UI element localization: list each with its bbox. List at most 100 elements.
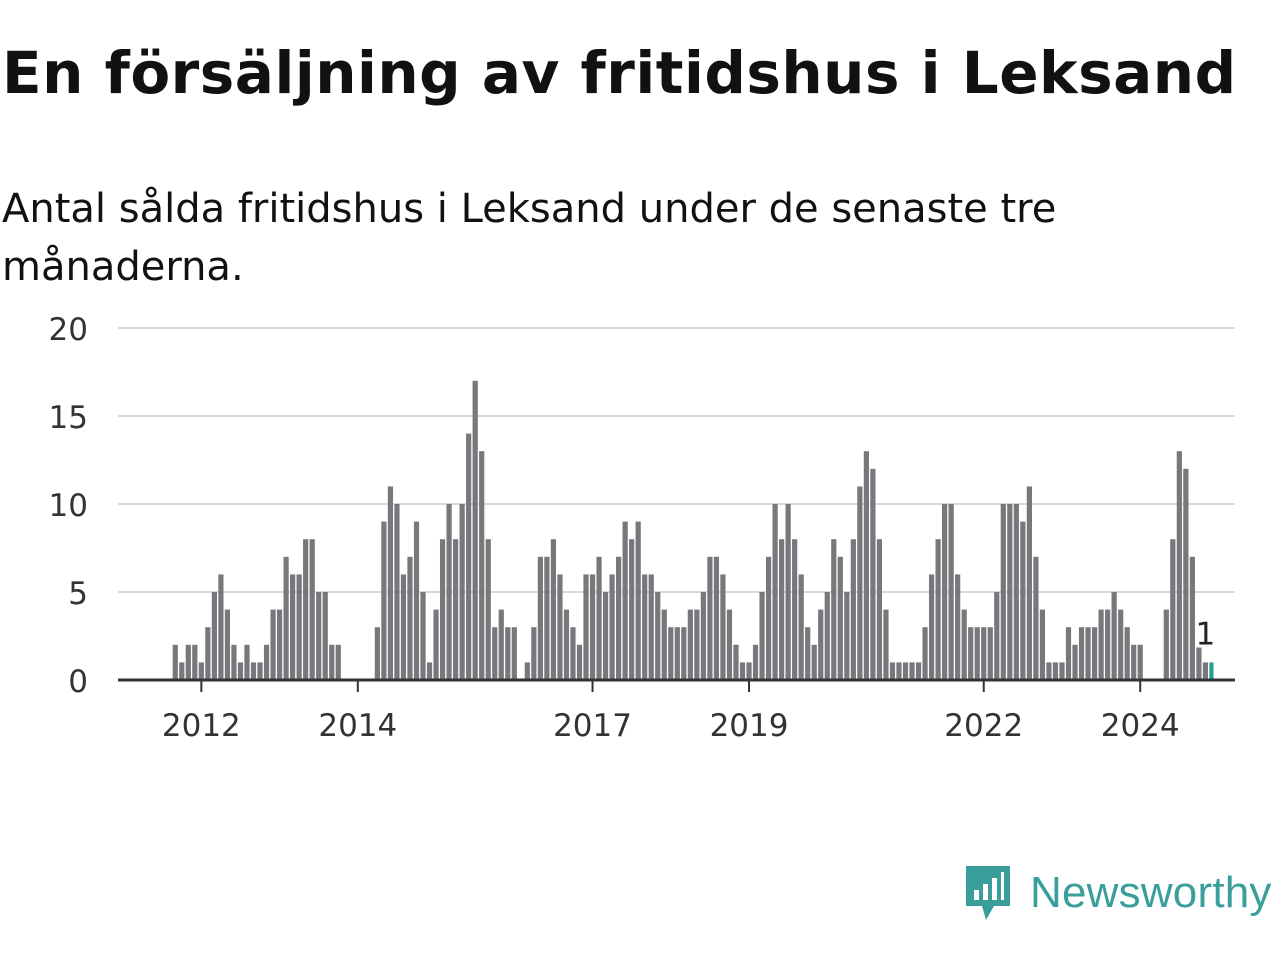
bar	[596, 556, 602, 680]
bar	[779, 539, 785, 680]
bar	[505, 627, 511, 680]
bar	[218, 574, 224, 680]
bar	[1052, 662, 1059, 680]
bar	[583, 574, 589, 680]
bar	[622, 521, 628, 680]
bar	[192, 644, 198, 680]
bar	[557, 574, 563, 680]
bar	[1202, 662, 1209, 680]
bar	[1183, 468, 1189, 680]
bar	[720, 574, 726, 680]
y-tick-label: 0	[68, 664, 88, 700]
bar	[413, 521, 420, 680]
bar	[909, 662, 915, 680]
bar	[857, 486, 863, 680]
bar	[576, 644, 583, 680]
bar	[635, 521, 641, 680]
bar	[818, 609, 824, 680]
bar	[863, 451, 869, 680]
bar	[511, 627, 517, 680]
bar-chart: 0 5 10 15 20 1 2012 2014 2017 2019 2022 2024	[49, 312, 1235, 744]
bar	[296, 574, 302, 680]
bar	[1013, 504, 1019, 680]
bar	[955, 574, 961, 680]
bar	[694, 609, 700, 680]
newsworthy-logo-text: Newsworthy	[1030, 868, 1272, 917]
y-tick-label: 5	[68, 576, 88, 612]
newsworthy-logo: Newsworthy	[962, 862, 1272, 924]
bar	[1163, 609, 1169, 680]
bar	[550, 539, 557, 680]
bar	[589, 574, 596, 680]
bar	[381, 521, 387, 680]
bar	[257, 662, 263, 680]
bar	[961, 609, 967, 680]
bar	[466, 433, 472, 680]
bar	[928, 574, 935, 680]
bar	[303, 539, 309, 680]
bar	[524, 662, 530, 680]
bar	[948, 504, 954, 680]
bar	[765, 556, 772, 680]
y-tick-label: 15	[49, 400, 88, 436]
bar	[609, 574, 615, 680]
x-tick-label: 2017	[553, 708, 632, 744]
bar	[329, 644, 335, 680]
bar	[994, 592, 1000, 680]
bar	[655, 592, 661, 680]
bar	[935, 539, 941, 680]
bar	[433, 609, 439, 680]
bar	[681, 627, 687, 680]
bar	[537, 556, 543, 680]
bar	[498, 609, 504, 680]
bar	[172, 644, 178, 680]
bar	[426, 662, 433, 680]
bar	[446, 504, 452, 680]
bar	[674, 627, 680, 680]
bar	[759, 592, 765, 680]
bar	[1176, 451, 1182, 680]
chart-title: En försäljning av fritidshus i Leksand	[2, 39, 1237, 107]
bar	[1020, 521, 1026, 680]
bar	[1072, 644, 1078, 680]
bar	[205, 627, 211, 680]
bar	[883, 609, 889, 680]
bar	[772, 504, 778, 680]
bar	[1170, 539, 1176, 680]
bar	[700, 592, 706, 680]
bar	[335, 644, 341, 680]
x-tick-label: 2024	[1101, 708, 1180, 744]
bar	[968, 627, 974, 680]
y-tick-label: 10	[49, 488, 88, 524]
bar	[733, 644, 739, 680]
bar	[648, 574, 654, 680]
bar	[290, 574, 296, 680]
bar	[981, 627, 987, 680]
bar	[1189, 556, 1195, 680]
bar	[739, 662, 746, 680]
bar	[439, 539, 446, 680]
bar	[231, 644, 237, 680]
bar	[1059, 662, 1065, 680]
bar	[263, 644, 270, 680]
bar	[250, 662, 257, 680]
bar	[570, 627, 576, 680]
y-tick-label: 20	[49, 312, 88, 348]
bar	[322, 592, 328, 680]
bar	[1137, 644, 1143, 680]
bar	[629, 539, 635, 680]
bar	[811, 644, 817, 680]
highlight-label: 1	[1195, 616, 1215, 652]
bar	[798, 574, 804, 680]
bar	[185, 644, 191, 680]
bar	[387, 486, 394, 680]
bar	[492, 627, 498, 680]
bar	[224, 609, 231, 680]
bar	[870, 468, 876, 680]
bar	[915, 662, 922, 680]
bar	[824, 592, 830, 680]
bar	[707, 556, 713, 680]
bar	[922, 627, 928, 680]
bar	[1091, 627, 1098, 680]
bar	[276, 609, 283, 680]
